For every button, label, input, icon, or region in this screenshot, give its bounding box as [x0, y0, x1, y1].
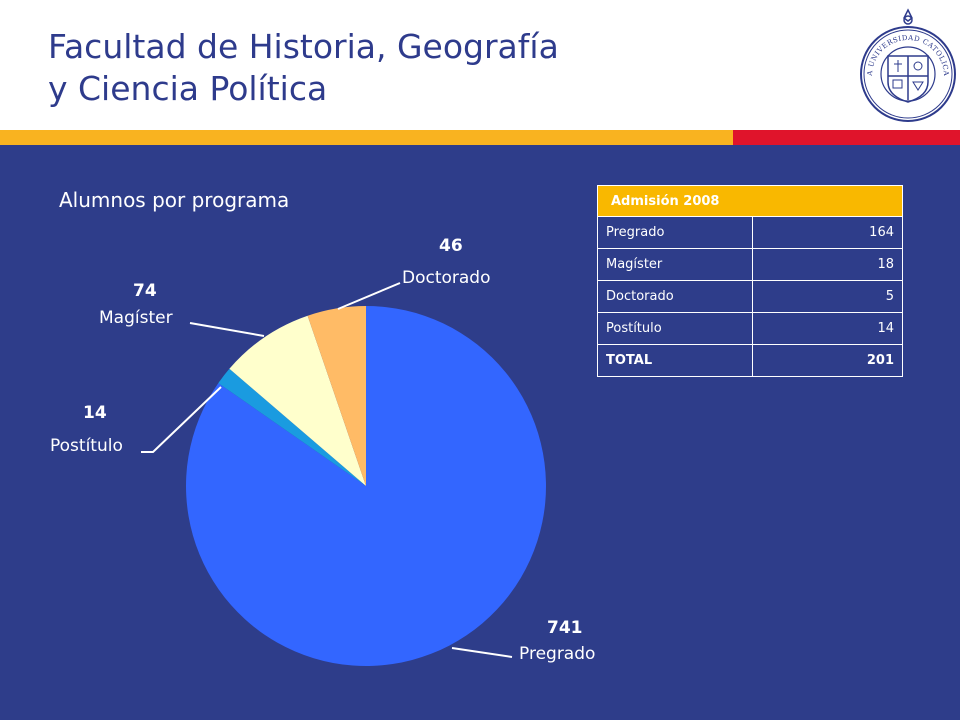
row-label: Magíster [597, 248, 753, 281]
slice-label-pregrado: Pregrado [519, 644, 595, 664]
slice-value-pregrado: 741 [547, 618, 583, 638]
title-line-1: Facultad de Historia, Geografía [48, 27, 559, 66]
accent-stripe-red [733, 130, 960, 145]
table-total-row: TOTAL 201 [597, 344, 903, 377]
row-value: 5 [752, 280, 903, 313]
page-title: Facultad de Historia, Geografía y Cienci… [48, 26, 559, 110]
pie-slice-pregrado [185, 306, 546, 666]
slice-value-magister: 74 [133, 281, 157, 301]
pie-leader-lines [141, 282, 513, 658]
row-label: Postítulo [597, 312, 753, 345]
row-value: 14 [752, 312, 903, 345]
university-seal-icon: PONTIFICIA UNIVERSIDAD CATOLICA DE CHILE [858, 8, 956, 122]
chart-title: Alumnos por programa [59, 188, 290, 212]
table-row: Pregrado 164 [597, 216, 903, 249]
table-header-row: Admisión 2008 [597, 185, 903, 217]
table-row: Magíster 18 [597, 248, 903, 281]
table-title: Admisión 2008 [597, 185, 903, 217]
admission-table: Admisión 2008 Pregrado 164 Magíster 18 D… [597, 185, 903, 377]
total-label: TOTAL [597, 344, 753, 377]
slice-label-doctorado: Doctorado [402, 268, 491, 288]
row-value: 18 [752, 248, 903, 281]
header: Facultad de Historia, Geografía y Cienci… [0, 0, 960, 130]
pie-slice-doctorado [307, 306, 366, 486]
leader-line-magister [189, 322, 265, 337]
pie-slices [185, 306, 546, 666]
pie-labels: 741 Pregrado 14 Postítulo 74 Magíster 46… [50, 236, 595, 664]
table-row: Postítulo 14 [597, 312, 903, 345]
slice-value-doctorado: 46 [439, 236, 463, 256]
table-row: Doctorado 5 [597, 280, 903, 313]
slice-label-postitulo: Postítulo [50, 436, 123, 456]
pie-chart: 741 Pregrado 14 Postítulo 74 Magíster 46… [50, 236, 595, 666]
row-label: Doctorado [597, 280, 753, 313]
title-line-2: y Ciencia Política [48, 69, 328, 108]
pie-slice-magister [229, 315, 366, 486]
accent-stripe-yellow [0, 130, 733, 145]
row-value: 164 [752, 216, 903, 249]
row-label: Pregrado [597, 216, 753, 249]
leader-line-pregrado [451, 647, 513, 658]
total-value: 201 [752, 344, 903, 377]
slice-label-magister: Magíster [99, 308, 173, 328]
pie-slice-postitulo [218, 368, 366, 486]
leader-line-postitulo [141, 386, 222, 453]
slice-value-postitulo: 14 [83, 403, 107, 423]
leader-line-doctorado [337, 282, 401, 310]
